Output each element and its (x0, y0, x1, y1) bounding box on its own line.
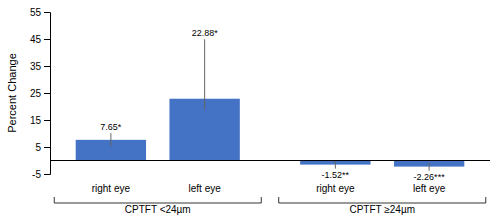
y-tick-label: -5 (32, 169, 41, 180)
group-brackets (54, 197, 486, 203)
y-tick-mark (44, 120, 50, 121)
y-tick: 45 (30, 34, 50, 45)
y-axis: -5 5 15 25 35 45 55 (30, 7, 51, 180)
y-tick-mark (44, 93, 50, 94)
y-tick-mark (44, 66, 50, 67)
category-label: right eye (316, 183, 355, 194)
y-tick: -5 (32, 169, 50, 180)
y-tick-label: 35 (30, 61, 42, 72)
error-bar (429, 163, 430, 171)
chart-container: -5515253545557.65*22.88*-1.52**-2.26***r… (0, 0, 500, 220)
y-tick-mark (44, 39, 50, 40)
data-label: 22.88* (192, 28, 219, 38)
group-bracket (54, 197, 261, 203)
error-bar (204, 39, 205, 109)
error-bar (335, 161, 336, 169)
group-label: CPTFT <24µm (125, 204, 191, 215)
y-tick-label: 55 (30, 7, 42, 18)
group-labels: CPTFT <24µm CPTFT ≥24µm (125, 204, 415, 215)
y-tick: 35 (30, 61, 50, 72)
y-tick-label: 25 (30, 88, 42, 99)
chart-svg: -5515253545557.65*22.88*-1.52**-2.26***r… (0, 0, 500, 220)
y-axis-line (44, 13, 51, 175)
y-axis-title: Percent Change (6, 53, 18, 133)
marks (76, 39, 465, 170)
group-label: CPTFT ≥24µm (349, 204, 415, 215)
y-tick: 15 (30, 115, 50, 126)
y-tick: 25 (30, 88, 50, 99)
error-bar (110, 133, 111, 147)
zero-line (50, 160, 490, 161)
category-label: right eye (92, 183, 131, 194)
y-tick: 5 (35, 142, 50, 153)
y-tick-label: 15 (30, 115, 42, 126)
group-bracket (279, 197, 486, 203)
y-tick-mark (44, 174, 50, 175)
y-tick-mark (44, 147, 50, 148)
data-label: -2.26*** (414, 172, 446, 182)
plot-area: -5515253545557.65*22.88*-1.52**-2.26***r… (30, 7, 490, 216)
category-labels: right eye left eye right eye left eye (92, 183, 446, 194)
data-label: 7.65* (100, 122, 122, 132)
y-tick: 55 (30, 7, 50, 18)
y-tick-label: 5 (35, 142, 41, 153)
category-label: left eye (413, 183, 446, 194)
y-tick-mark (44, 12, 50, 13)
category-label: left eye (189, 183, 222, 194)
data-labels: 7.65* 22.88* -1.52** -2.26*** (100, 28, 445, 182)
data-label: -1.52** (322, 170, 350, 180)
y-tick-label: 45 (30, 34, 42, 45)
